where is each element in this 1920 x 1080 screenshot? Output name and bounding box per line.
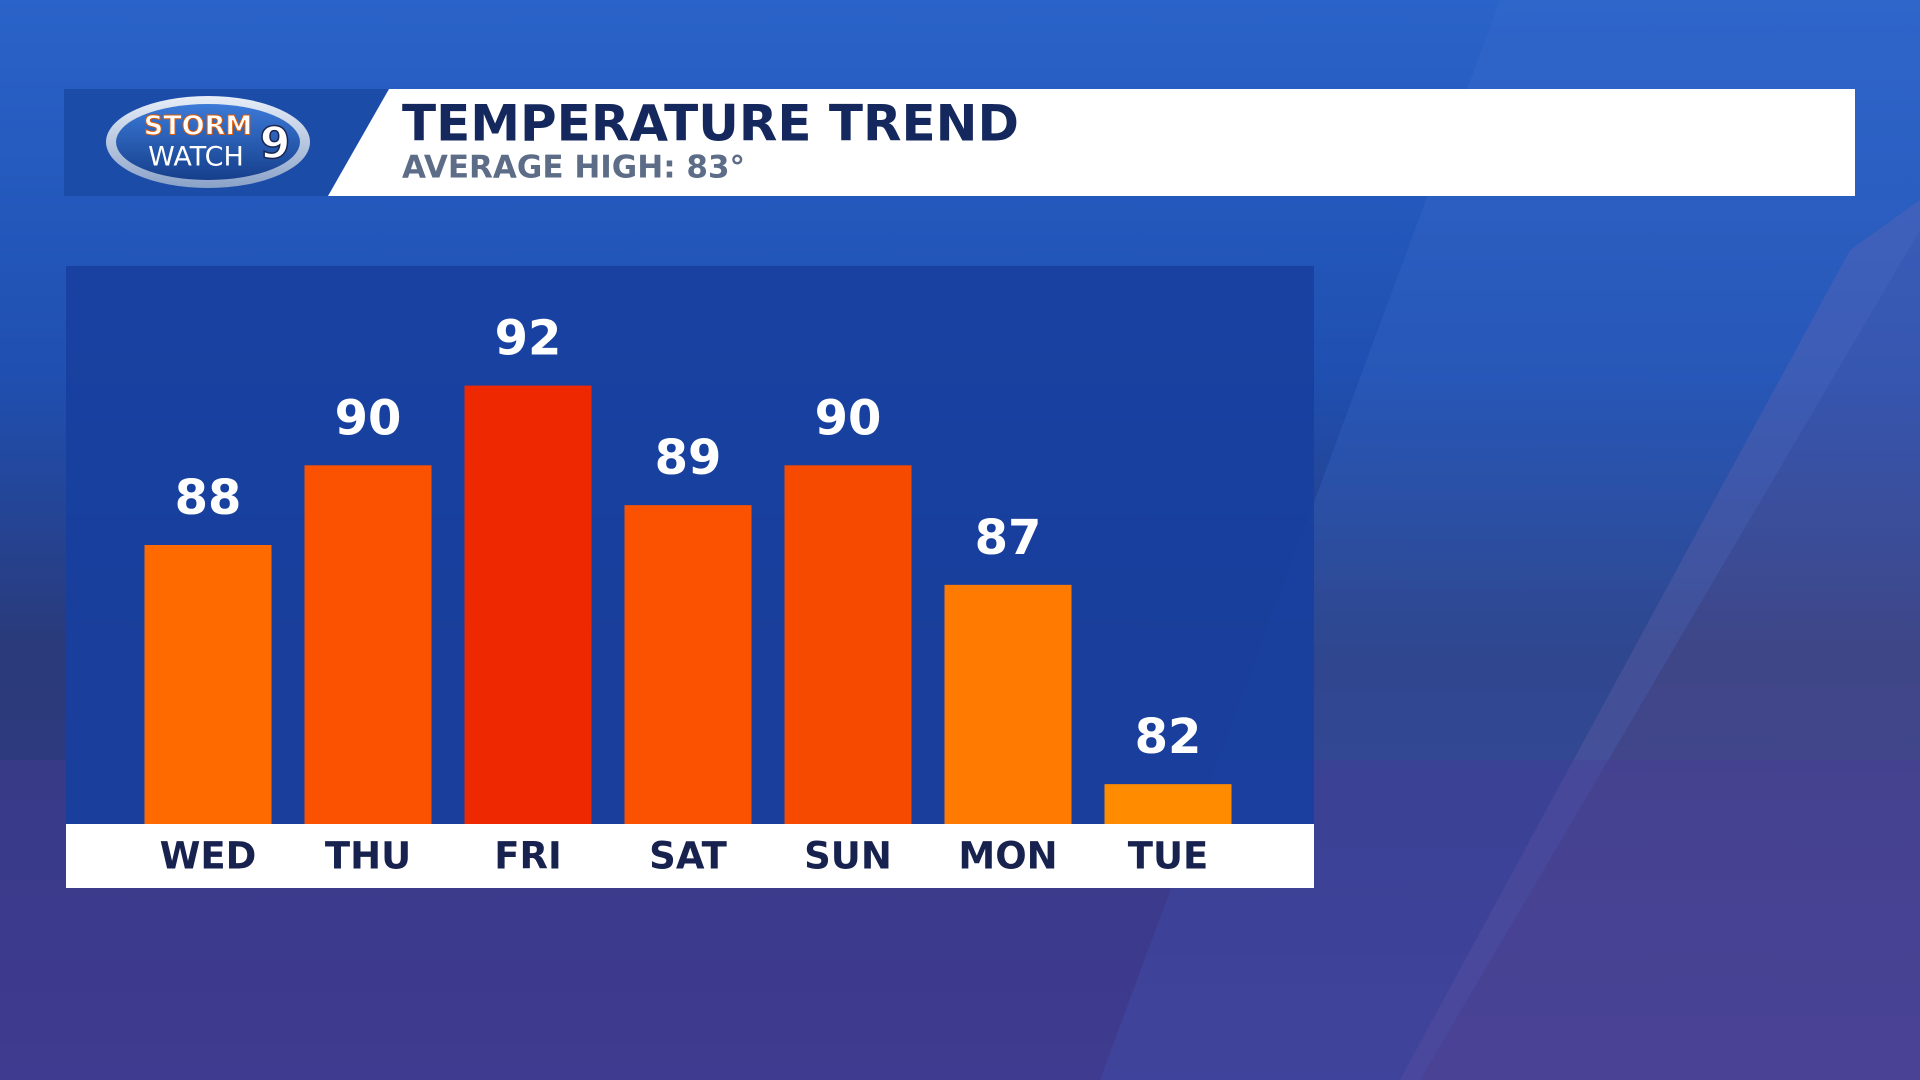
background-shape	[1400, 200, 1920, 1080]
bar	[464, 385, 592, 824]
bar	[1104, 784, 1232, 824]
logo-body	[116, 104, 300, 180]
category-strip	[66, 824, 1314, 888]
value-label: 90	[335, 390, 402, 446]
value-label: 89	[655, 430, 722, 486]
bar	[944, 584, 1072, 824]
bar	[144, 545, 272, 824]
bar	[304, 465, 432, 824]
bar	[784, 465, 912, 824]
logo-text: WATCH	[148, 142, 244, 173]
value-label: 88	[175, 470, 242, 526]
logo-text: STORM	[144, 111, 252, 142]
value-label: 82	[1135, 709, 1202, 765]
x-tick-label: THU	[325, 835, 411, 878]
logo-number: 9	[260, 118, 291, 169]
bars: 88 WED 90 THU 92 FRI 89 SAT 90 SUN 87 MON 82 TUE	[144, 311, 1232, 878]
value-label: 90	[815, 390, 882, 446]
value-label: 92	[495, 311, 562, 367]
x-tick-label: SUN	[804, 835, 892, 878]
value-label: 87	[975, 510, 1042, 566]
chart-subtitle: AVERAGE HIGH: 83°	[402, 150, 745, 186]
x-tick-label: MON	[958, 835, 1057, 878]
chart-title: TEMPERATURE TREND	[402, 95, 1019, 153]
x-tick-label: WED	[160, 835, 257, 878]
x-tick-label: TUE	[1128, 835, 1209, 878]
x-tick-label: SAT	[649, 835, 727, 878]
bar	[624, 505, 752, 824]
x-tick-label: FRI	[494, 835, 562, 878]
